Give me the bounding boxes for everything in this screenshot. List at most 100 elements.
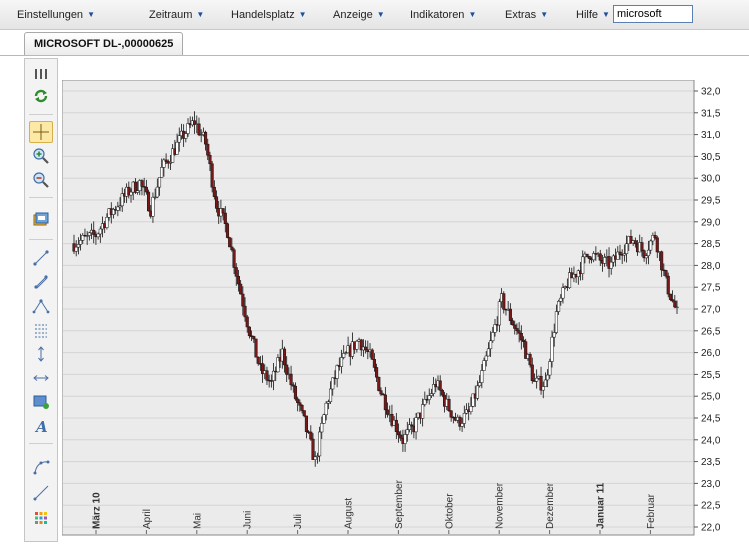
tab-instrument[interactable]: MICROSOFT DL-,00000625: [24, 32, 184, 55]
zoom-out-icon[interactable]: [29, 169, 53, 191]
candle: [241, 286, 245, 316]
candle: [497, 298, 501, 333]
candle: [399, 430, 403, 442]
candle: [390, 404, 394, 428]
candle: [320, 416, 324, 440]
candle: [162, 158, 166, 177]
candle: [157, 177, 162, 196]
candle: [245, 314, 249, 333]
candle: [186, 118, 190, 137]
candle: [664, 269, 668, 279]
chart-canvas[interactable]: 22,0 22,5 23,0 23,5 24,0 24,5 25,0 25,5 26,0 26,5…: [62, 80, 749, 540]
candle: [291, 382, 295, 393]
menu-indikatoren[interactable]: Indikatoren ▼: [410, 8, 476, 22]
menu-zeitraum[interactable]: Zeitraum ▼: [149, 8, 204, 22]
candle: [651, 232, 655, 246]
candle: [502, 291, 506, 314]
ray-tool-icon[interactable]: [29, 481, 53, 503]
curve-tool-icon[interactable]: [29, 455, 53, 477]
candle: [269, 374, 273, 388]
candle: [234, 263, 238, 286]
candle: [322, 413, 326, 424]
menu-hilfe[interactable]: Hilfe ▼: [576, 8, 610, 22]
candle: [598, 249, 602, 267]
candle: [164, 153, 168, 165]
channel-tool-icon[interactable]: [29, 295, 53, 317]
x-tick-label: Juni: [243, 511, 254, 529]
candle: [116, 201, 120, 217]
candle: [92, 221, 96, 244]
caret-down-icon: ▼: [376, 10, 385, 19]
candle: [105, 213, 109, 230]
candle: [254, 338, 258, 358]
y-axis: 22,0 22,5 23,0 23,5 24,0 24,5 25,0 25,5 26,0 26,5…: [694, 87, 721, 534]
candle: [673, 294, 677, 309]
candle: [313, 451, 317, 467]
y-tick-label: 22,5: [701, 501, 721, 512]
crosshair-icon[interactable]: [29, 121, 53, 143]
y-tick-label: 31,5: [701, 108, 721, 119]
candle: [87, 231, 91, 241]
chart-settings-icon[interactable]: [29, 209, 53, 231]
candle: [309, 425, 313, 441]
palette-icon[interactable]: [29, 507, 53, 529]
search-input[interactable]: [613, 5, 693, 23]
candle: [668, 293, 672, 302]
segment-tool-icon[interactable]: [29, 271, 53, 293]
candle: [554, 304, 558, 335]
candle: [491, 326, 495, 343]
candle: [642, 249, 646, 262]
rectangle-tool-icon[interactable]: [29, 391, 53, 413]
candle: [585, 253, 589, 258]
plot-area: [62, 80, 695, 536]
menu-handelsplatz[interactable]: Handelsplatz ▼: [231, 8, 307, 22]
fibonacci-tool-icon[interactable]: [29, 319, 53, 341]
candle: [482, 357, 486, 371]
line-tool-icon[interactable]: [29, 247, 53, 269]
candle: [394, 412, 398, 439]
candle: [653, 231, 657, 240]
menu-einstellungen[interactable]: Einstellungen ▼: [17, 8, 95, 22]
candle: [193, 111, 197, 134]
candle: [550, 330, 554, 368]
candle: [328, 381, 333, 405]
y-tick-label: 23,0: [701, 479, 721, 490]
x-tick-label: September: [394, 479, 405, 529]
text-tool-icon[interactable]: A: [29, 415, 53, 437]
columns-icon[interactable]: [29, 63, 53, 85]
candle: [133, 178, 137, 194]
x-tick-label: August: [344, 498, 355, 529]
vertical-line-icon[interactable]: [29, 343, 53, 365]
candle: [581, 250, 585, 281]
candle: [508, 303, 512, 325]
candle: [618, 244, 622, 260]
candle: [616, 246, 620, 260]
candle: [427, 388, 431, 405]
candle: [515, 323, 519, 335]
candle: [489, 331, 493, 357]
candle: [221, 208, 225, 221]
menu-label: Einstellungen: [17, 9, 84, 21]
menu-label: Zeitraum: [149, 9, 193, 21]
candle: [383, 386, 387, 419]
candle: [223, 206, 227, 233]
candle: [660, 250, 664, 277]
y-tick-label: 24,0: [701, 435, 721, 446]
candle: [519, 325, 523, 350]
candle: [315, 452, 319, 464]
candle: [118, 197, 122, 212]
candle: [98, 226, 102, 243]
candle: [458, 415, 462, 431]
stock-chart[interactable]: 22,0 22,5 23,0 23,5 24,0 24,5 25,0 25,5 26,0 26,5…: [62, 80, 749, 540]
horizontal-line-icon[interactable]: [29, 367, 53, 389]
candle: [344, 351, 348, 355]
zoom-in-icon[interactable]: [29, 145, 53, 167]
menu-extras[interactable]: Extras ▼: [505, 8, 548, 22]
refresh-icon[interactable]: [29, 85, 53, 107]
candle: [232, 247, 236, 274]
candle: [252, 335, 256, 343]
menu-anzeige[interactable]: Anzeige ▼: [333, 8, 385, 22]
menu-bar: Einstellungen ▼ Zeitraum ▼ Handelsplatz ▼ A…: [0, 0, 749, 30]
y-tick-label: 30,0: [701, 174, 721, 185]
candle: [460, 417, 464, 432]
